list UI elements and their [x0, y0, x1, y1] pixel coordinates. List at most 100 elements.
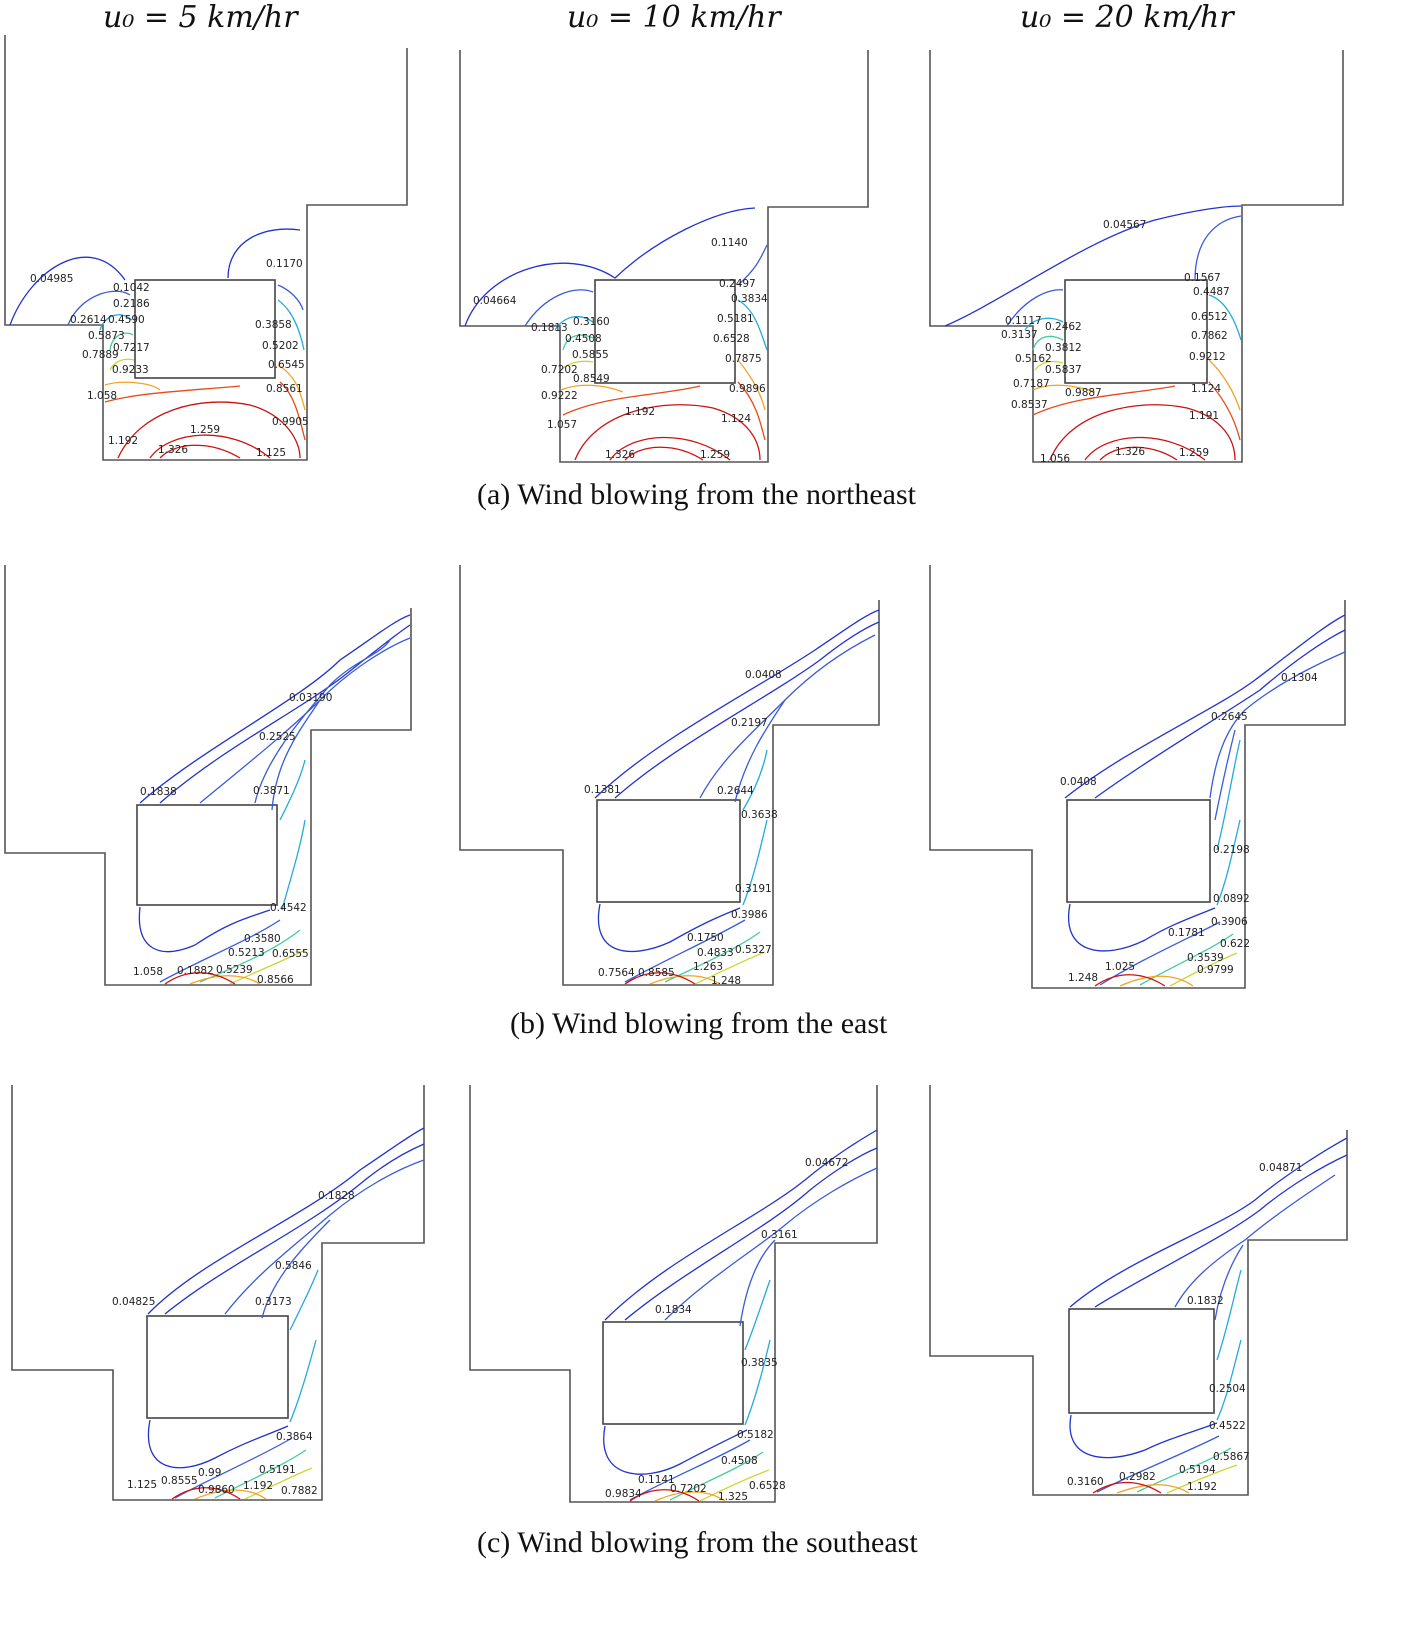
contour-lines	[594, 609, 880, 985]
contour-value-labels: 0.0408 0.2197 0.1381 0.2644 0.3638 0.319…	[584, 669, 782, 987]
contour-label: 0.04871	[1259, 1162, 1302, 1174]
contour-label: 0.04664	[473, 295, 517, 307]
contour-label: 1.058	[133, 966, 163, 978]
panel-b1-contour: 0.03190 0.2525 0.1838 0.3871 0.4542 0.35…	[4, 565, 412, 986]
contour-label: 0.04672	[805, 1157, 848, 1169]
contour-label: 0.2198	[1213, 844, 1250, 856]
contour-label: 0.1781	[1168, 927, 1205, 939]
contour-label: 1.124	[1191, 383, 1221, 395]
contour-value-labels: 0.1140 0.2497 0.3834 0.5181 0.6528 0.787…	[473, 237, 768, 461]
contour-lines	[944, 205, 1242, 461]
contour-label: 0.9834	[605, 1488, 642, 1500]
contour-label: 0.1140	[711, 237, 748, 249]
building	[146, 1315, 289, 1419]
contour-label: 0.2525	[259, 731, 296, 743]
contour-label: 1.326	[1115, 446, 1145, 458]
contour-label: 0.4522	[1209, 1420, 1246, 1432]
contour-label: 0.6512	[1191, 311, 1228, 323]
contour-label: 0.5162	[1015, 353, 1052, 365]
contour-label: 1.125	[256, 447, 286, 459]
contour-value-labels: 0.03190 0.2525 0.1838 0.3871 0.4542 0.35…	[133, 692, 332, 986]
contour-label: 0.3173	[255, 1296, 292, 1308]
contour-label: 1.248	[1068, 972, 1098, 984]
domain-boundary	[11, 1085, 425, 1501]
contour-label: 0.3812	[1045, 342, 1082, 354]
contour-label: 0.3160	[573, 316, 610, 328]
contour-label: 1.192	[243, 1480, 273, 1492]
contour-label: 1.326	[158, 444, 188, 456]
contour-label: 0.5873	[88, 330, 125, 342]
contour-label: 0.5202	[262, 340, 299, 352]
contour-label: 0.3160	[1067, 1476, 1104, 1488]
contour-label: 0.4508	[721, 1455, 758, 1467]
contour-label: 1.326	[605, 449, 635, 461]
contour-label: 0.1882	[177, 965, 214, 977]
contour-label: 0.5239	[216, 964, 253, 976]
contour-label: 0.5191	[259, 1464, 296, 1476]
contour-label: 1.056	[1040, 453, 1070, 465]
contour-label: 0.2645	[1211, 711, 1248, 723]
contour-label: 0.9905	[272, 416, 309, 428]
contour-label: 0.2644	[717, 785, 754, 797]
caption-northeast: (a) Wind blowing from the northeast	[477, 478, 916, 511]
domain-boundary	[929, 565, 1346, 989]
contour-label: 0.9896	[729, 383, 766, 395]
contour-label: 0.1567	[1184, 272, 1221, 284]
contour-label: 0.7564	[598, 967, 635, 979]
contour-label: 0.6528	[713, 333, 750, 345]
contour-lines	[1064, 614, 1346, 987]
panel-b3-contour: 0.1304 0.2645 0.0408 0.2198 0.0892 0.390…	[929, 565, 1346, 989]
contour-label: 0.3835	[741, 1357, 778, 1369]
contour-label: 0.5846	[275, 1260, 312, 1272]
domain-boundary	[929, 1085, 1348, 1496]
contour-label: 0.1304	[1281, 672, 1318, 684]
contour-label: 0.3137	[1001, 329, 1038, 341]
contour-value-labels: 0.04985 0.1042 0.2186 0.2614 0.4590 0.58…	[30, 258, 309, 459]
panel-a2-contour: 0.1140 0.2497 0.3834 0.5181 0.6528 0.787…	[459, 50, 869, 463]
contour-label: 0.5867	[1213, 1451, 1250, 1463]
domain-boundary	[4, 35, 408, 461]
contour-label: 0.3191	[735, 883, 772, 895]
caption-east: (b) Wind blowing from the east	[510, 1007, 888, 1040]
contour-label: 0.3986	[731, 909, 768, 921]
contour-label: 0.3864	[276, 1431, 313, 1443]
building	[594, 279, 736, 384]
contour-label: 0.7875	[725, 353, 762, 365]
contour-label: 0.04985	[30, 273, 73, 285]
contour-label: 0.5837	[1045, 364, 1082, 376]
building	[1066, 799, 1211, 903]
contour-label: 1.058	[87, 390, 117, 402]
contour-label: 0.1170	[266, 258, 303, 270]
contour-label: 0.3906	[1211, 916, 1248, 928]
contour-label: 1.191	[1189, 410, 1219, 422]
contour-label: 0.8566	[257, 974, 294, 986]
contour-label: 0.1828	[318, 1190, 355, 1202]
contour-label: 1.325	[718, 1491, 748, 1503]
contour-label: 0.7202	[541, 364, 578, 376]
contour-label: 0.9222	[541, 390, 578, 402]
contour-label: 1.124	[721, 413, 751, 425]
contour-label: 1.025	[1105, 961, 1135, 973]
contour-lines	[603, 1129, 878, 1502]
contour-label: 0.9212	[1189, 351, 1226, 363]
contour-label: 0.6555	[272, 948, 309, 960]
contour-value-labels: 0.04672 0.3161 0.1834 0.3835 0.5182 0.45…	[605, 1157, 848, 1503]
contour-label: 1.248	[711, 975, 741, 987]
building	[1068, 1308, 1215, 1414]
contour-label: 1.125	[127, 1479, 157, 1491]
contour-label: 0.5194	[1179, 1464, 1216, 1476]
contour-label: 0.7862	[1191, 330, 1228, 342]
column-header-10kmh: u₀ = 10 km/hr	[567, 0, 781, 35]
contour-label: 0.2197	[731, 717, 768, 729]
contour-label: 0.2462	[1045, 321, 1082, 333]
contour-value-labels: 0.1828 0.5846 0.04825 0.3173 0.3864 0.51…	[112, 1190, 355, 1497]
contour-label: 1.192	[1187, 1481, 1217, 1493]
panel-b2-contour: 0.0408 0.2197 0.1381 0.2644 0.3638 0.319…	[459, 565, 880, 987]
contour-label: 0.7202	[670, 1483, 707, 1495]
contour-label: 1.259	[700, 449, 730, 461]
contour-label: 0.9233	[112, 364, 149, 376]
contour-label: 0.3638	[741, 809, 778, 821]
panel-a3-contour: 0.04567 0.1567 0.4487 0.6512 0.7862 0.92…	[929, 50, 1344, 465]
contour-label: 0.0408	[745, 669, 782, 681]
contour-label: 0.4508	[565, 333, 602, 345]
